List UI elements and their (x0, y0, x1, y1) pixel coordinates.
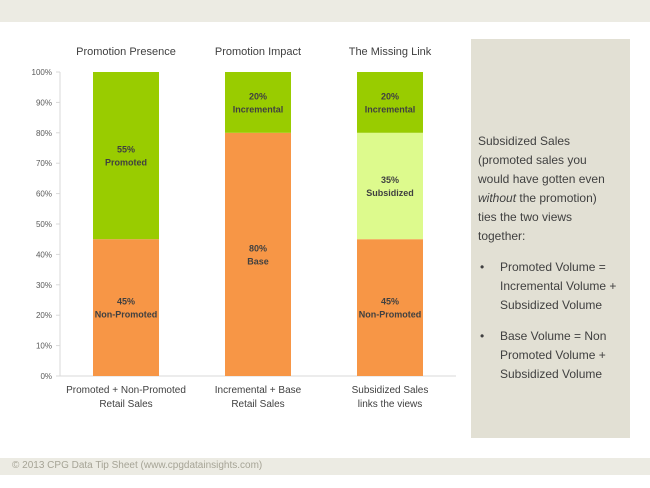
y-tick-label: 40% (36, 250, 52, 259)
bar-segment (93, 239, 159, 376)
segment-name-label: Incremental (233, 104, 284, 114)
column-caption: Retail Sales (231, 399, 284, 410)
top-banner (0, 0, 650, 22)
segment-name-label: Subsidized (366, 188, 414, 198)
column-caption: Promoted + Non-Promoted (66, 385, 186, 396)
segment-percent-label: 80% (249, 243, 267, 253)
bar-segment (93, 72, 159, 240)
y-tick-label: 20% (36, 311, 52, 320)
segment-percent-label: 35% (381, 175, 399, 185)
formula-list: • Promoted Volume = Incremental Volume + … (478, 258, 618, 384)
column-caption: Retail Sales (99, 399, 152, 410)
y-tick-label: 50% (36, 220, 52, 229)
formula-item: • Promoted Volume = Incremental Volume + … (478, 258, 618, 315)
segment-name-label: Base (247, 256, 269, 266)
column-title: Promotion Impact (215, 46, 301, 58)
bar-segment (225, 132, 291, 376)
segment-name-label: Non-Promoted (95, 310, 158, 320)
y-tick-label: 80% (36, 129, 52, 138)
formula-text: Base Volume = Non Promoted Volume + Subs… (500, 329, 607, 381)
bar-segment (225, 72, 291, 133)
segment-percent-label: 20% (381, 91, 399, 101)
y-tick-label: 60% (36, 190, 52, 199)
bar-segment (357, 132, 423, 240)
stacked-bar-chart: 0% 10% 20% 30% 40% 50% 60% 70% 80% 90% 100% Promoti… (32, 46, 456, 410)
intro-text-before: Subsidized Sales (promoted sales you wou… (478, 134, 605, 186)
intro-text-after: the promotion) ties the two views togeth… (478, 191, 597, 243)
y-tick-label: 70% (36, 159, 52, 168)
segment-percent-label: 55% (117, 145, 135, 155)
intro-emphasis: without (478, 191, 517, 205)
footer-band (0, 458, 650, 475)
segment-name-label: Incremental (365, 104, 416, 114)
segment-name-label: Non-Promoted (359, 310, 422, 320)
column-title: The Missing Link (349, 46, 432, 58)
copyright-footer: © 2013 CPG Data Tip Sheet (www.cpgdatain… (12, 460, 263, 471)
segment-percent-label: 20% (249, 91, 267, 101)
y-tick-label: 100% (32, 68, 52, 77)
formula-text: Promoted Volume = Incremental Volume + S… (500, 260, 617, 312)
segment-name-label: Promoted (105, 158, 147, 168)
y-tick-label: 0% (40, 372, 52, 381)
explanation-panel: Subsidized Sales (promoted sales you wou… (471, 39, 630, 438)
bar-segment (357, 239, 423, 376)
column-title: Promotion Presence (76, 46, 176, 58)
bullet-icon: • (480, 329, 485, 343)
bullet-icon: • (480, 260, 485, 274)
y-tick-label: 10% (36, 342, 52, 351)
column-caption: Subsidized Sales (352, 385, 429, 396)
formula-item: • Base Volume = Non Promoted Volume + Sub… (478, 327, 618, 384)
y-tick-label: 30% (36, 281, 52, 290)
column-caption: links the views (358, 399, 422, 410)
segment-percent-label: 45% (381, 297, 399, 307)
y-tick-label: 90% (36, 98, 52, 107)
explanation-intro: Subsidized Sales (promoted sales you wou… (478, 132, 618, 246)
segment-percent-label: 45% (117, 297, 135, 307)
column-caption: Incremental + Base (215, 385, 302, 396)
bar-segment (357, 72, 423, 133)
